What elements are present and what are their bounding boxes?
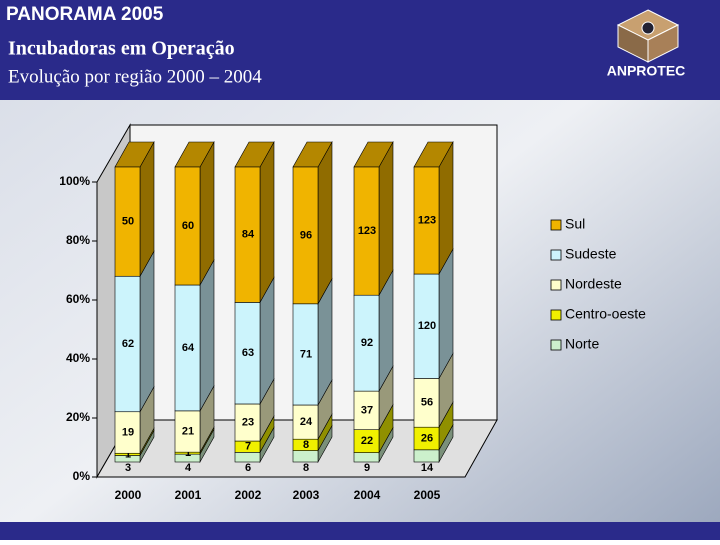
logo [616,9,680,63]
title: Incubadoras em Operação [8,38,235,60]
value-label: 9 [364,462,370,474]
bar-side [378,140,394,297]
bar-segment [353,166,380,296]
y-tick-label: 20% [66,410,90,424]
x-tick-label: 2005 [414,488,441,502]
bar-segment [114,166,141,277]
y-tick-label: 0% [73,469,91,483]
legend-label: Centro-oeste [565,306,646,322]
subtitle: Evolução por região 2000 – 2004 [8,66,262,87]
value-label: 92 [361,337,373,349]
value-label: 96 [300,229,312,241]
value-label: 23 [242,416,254,428]
footer-band [0,522,720,540]
legend-swatch [550,279,562,291]
bar-side [317,140,333,305]
value-label: 120 [418,320,436,332]
y-tick-label: 80% [66,233,90,247]
x-tick-label: 2004 [354,488,381,502]
value-label: 64 [182,342,195,354]
value-label: 71 [300,348,312,360]
value-label: 1 [125,448,131,460]
bar-side [199,258,215,413]
value-label: 60 [182,220,194,232]
legend-swatch [550,219,562,231]
bar-segment [353,390,380,430]
bar-segment [114,411,141,454]
legend-label: Nordeste [565,276,622,292]
value-label: 24 [300,416,313,428]
bar-side [259,140,275,304]
legend-swatch [550,309,562,321]
legend-swatch [550,249,562,261]
value-label: 4 [185,462,192,474]
legend-label: Norte [565,336,599,352]
value-label: 62 [122,338,134,350]
header: PANORAMA 2005 [6,4,164,25]
value-label: 21 [182,425,194,437]
bar-segment [413,273,440,379]
value-label: 123 [418,214,436,226]
y-tick-label: 100% [59,174,90,188]
bar-segment [292,404,319,440]
value-label: 84 [242,229,255,241]
value-label: 6 [245,462,251,474]
value-label: 8 [303,462,309,474]
bar-segment [174,166,201,286]
value-label: 3 [125,462,131,474]
value-label: 50 [122,216,134,228]
header-band [0,0,720,100]
bar-segment [234,166,261,303]
value-label: 56 [421,397,433,409]
y-tick-label: 40% [66,351,90,365]
bar-segment [292,450,319,463]
x-tick-label: 2000 [115,488,142,502]
value-label: 63 [242,347,254,359]
value-label: 123 [358,225,376,237]
value-label: 37 [361,404,373,416]
x-tick-label: 2003 [293,488,320,502]
value-label: 7 [245,441,251,453]
value-label: 14 [421,462,434,474]
logo-text: ANPROTEC [607,63,686,79]
value-label: 26 [421,432,433,444]
bar-segment [234,403,261,442]
value-label: 1 [185,447,191,459]
bar-segment [114,275,141,413]
legend-label: Sudeste [565,246,617,262]
value-label: 8 [303,439,309,451]
bar-segment [413,166,440,275]
legend-swatch [550,339,562,351]
bar-segment [174,284,201,412]
value-label: 19 [122,426,134,438]
bar-segment [234,302,261,405]
bar-side [139,250,155,413]
bar-segment [292,166,319,305]
value-label: 22 [361,435,373,447]
bar-segment [353,294,380,392]
bar-segment [413,449,440,463]
legend-label: Sul [565,216,585,232]
bar-segment [234,452,261,463]
x-tick-label: 2001 [175,488,202,502]
y-tick-label: 60% [66,292,90,306]
x-tick-label: 2002 [235,488,262,502]
bar-segment [174,410,201,453]
bar-segment [353,452,380,463]
